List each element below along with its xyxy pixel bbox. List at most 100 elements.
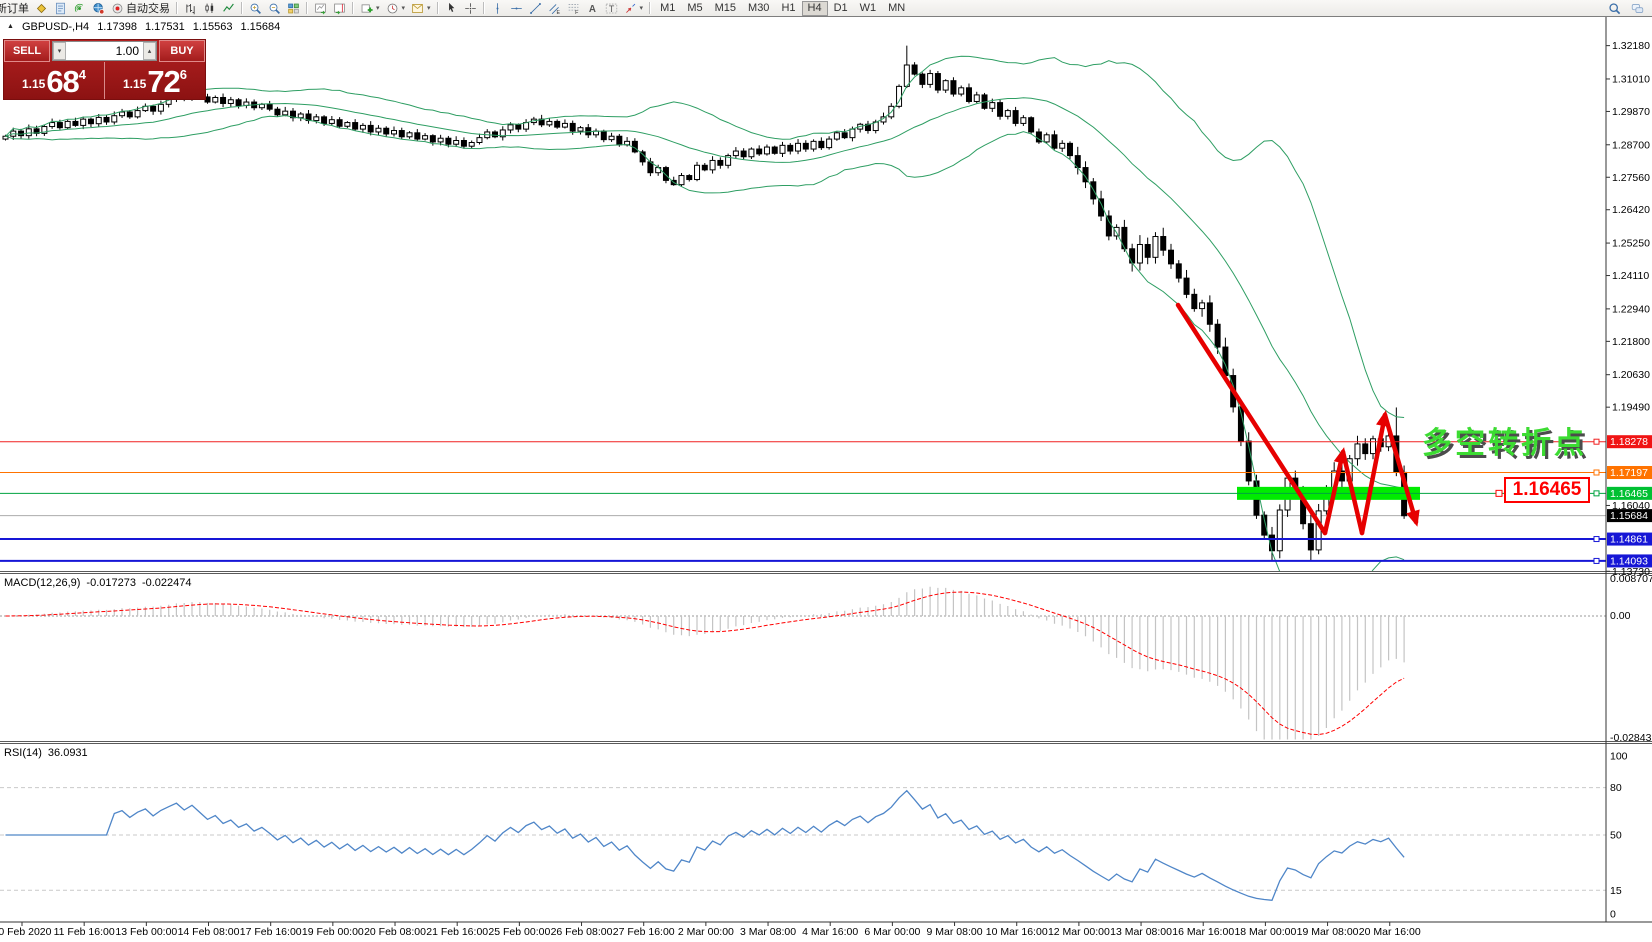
arrows-icon <box>625 3 635 13</box>
svg-text:-0.028436: -0.028436 <box>1610 732 1652 744</box>
panel-frames <box>0 17 1652 923</box>
forecast-zigzag-arrows[interactable] <box>1175 302 1420 536</box>
timeframe-d1-button[interactable]: D1 <box>833 1 848 14</box>
auto-scroll-icon[interactable] <box>311 0 330 16</box>
equidistant-channel-icon[interactable]: E <box>545 0 564 16</box>
volume-input[interactable]: 1.00 <box>115 44 139 58</box>
sell-button[interactable]: SELL <box>4 40 50 62</box>
add-indicator-button[interactable]: ▾ <box>357 0 383 16</box>
price-badge <box>1607 465 1652 479</box>
chat-icon[interactable] <box>1628 0 1647 16</box>
bollinger-upper-line <box>5 55 1405 418</box>
macd-panel <box>0 586 1606 740</box>
line-chart-icon[interactable] <box>219 0 238 16</box>
arrows-icon[interactable]: ▾ <box>621 0 647 16</box>
svg-text:100: 100 <box>1610 751 1628 763</box>
svg-text:2 Mar 00:00: 2 Mar 00:00 <box>678 926 734 938</box>
svg-text:16 Mar 16:00: 16 Mar 16:00 <box>1172 926 1234 938</box>
bar-chart-icon[interactable] <box>181 0 200 16</box>
zigzag-segment[interactable] <box>1382 412 1419 525</box>
auto-scroll-icon <box>315 3 326 14</box>
line-handle[interactable] <box>1593 469 1600 476</box>
collapse-triangle-icon[interactable]: ▲ <box>7 23 14 30</box>
svg-text:27 Feb 16:00: 27 Feb 16:00 <box>613 926 675 938</box>
timeframe-m1-button[interactable]: M1 <box>660 1 676 14</box>
timeframe-mn-button[interactable]: MN <box>888 1 906 14</box>
timeframe-h4-button[interactable]: H4 <box>801 0 828 16</box>
tile-windows-icon[interactable] <box>284 0 303 16</box>
line-handle[interactable] <box>1593 490 1600 497</box>
svg-text:13 Feb 00:00: 13 Feb 00:00 <box>115 926 177 938</box>
timeframe-m5-button[interactable]: M5 <box>687 1 703 14</box>
high-value: 1.17531 <box>144 21 185 33</box>
templates-button[interactable]: ▾ <box>408 0 434 16</box>
new-order-button[interactable]: 新订单 <box>0 0 32 16</box>
fibonacci-icon[interactable]: F <box>564 0 583 16</box>
price-callout-box[interactable]: 1.16465 <box>1504 477 1590 503</box>
svg-text:1.19490: 1.19490 <box>1612 402 1650 414</box>
zigzag-segment[interactable] <box>1175 302 1328 536</box>
volume-decrease-button[interactable]: ▾ <box>53 42 66 60</box>
bollinger-bands <box>5 55 1405 571</box>
line-handle[interactable] <box>1593 536 1600 543</box>
rsi-indicator-label: RSI(14) 36.0931 <box>4 747 88 759</box>
rsi-panel <box>0 787 1606 901</box>
toolbar-separator <box>649 2 652 14</box>
timeframe-h1-button[interactable]: H1 <box>781 1 796 14</box>
svg-text:1.26420: 1.26420 <box>1612 204 1650 216</box>
sell-price[interactable]: 1.15 68 4 <box>21 64 87 99</box>
timeframe-m30-button[interactable]: M30 <box>748 1 770 14</box>
main-toolbar: 新订单 自动交易 ▾ ▾ ▾ E F A T ▾ M1 M5 M15 M30 H1 H4 D1 W1 MN <box>0 0 1652 17</box>
timeframe-m15-button[interactable]: M15 <box>714 1 737 14</box>
buy-button[interactable]: BUY <box>159 40 205 62</box>
trendline-icon[interactable] <box>526 0 545 16</box>
svg-text:1.31010: 1.31010 <box>1612 73 1650 85</box>
svg-text:1.20630: 1.20630 <box>1612 369 1650 381</box>
svg-text:1.15684: 1.15684 <box>1610 510 1648 522</box>
volume-increase-button[interactable]: ▴ <box>143 42 156 60</box>
chart-shift-icon[interactable] <box>330 0 349 16</box>
svg-text:18 Mar 00:00: 18 Mar 00:00 <box>1234 926 1296 938</box>
horizontal-line-icon[interactable] <box>507 0 526 16</box>
autotrading-button[interactable]: 自动交易 <box>108 0 173 16</box>
bar-chart-icon <box>186 3 195 14</box>
text-icon[interactable]: A <box>583 0 602 16</box>
cursor-icon[interactable] <box>442 0 461 16</box>
bollinger-lower-line <box>5 114 1405 571</box>
crosshair-icon[interactable] <box>461 0 480 16</box>
equidistant-channel-icon: E <box>548 3 560 15</box>
chart-profile-icon[interactable] <box>32 0 51 16</box>
vertical-line-icon[interactable] <box>488 0 507 16</box>
price-badge <box>1607 532 1652 546</box>
zigzag-segment[interactable] <box>1359 412 1388 536</box>
line-handle[interactable] <box>1593 557 1600 564</box>
toolbar-right-group <box>1605 0 1647 16</box>
signals-icon <box>74 3 83 12</box>
svg-text:4 Mar 16:00: 4 Mar 16:00 <box>802 926 858 938</box>
autotrading-button-label: 自动交易 <box>126 3 170 15</box>
svg-text:17 Feb 16:00: 17 Feb 16:00 <box>240 926 302 938</box>
turning-point-annotation[interactable]: 多空转折点 <box>1422 427 1587 460</box>
search-icon[interactable] <box>1605 0 1624 16</box>
signals-icon[interactable] <box>70 0 89 16</box>
spinner-down-icon: ▾ <box>57 48 62 55</box>
zoom-out-icon <box>269 3 280 14</box>
macd-histogram <box>12 586 1405 740</box>
zigzag-segment[interactable] <box>1340 449 1365 536</box>
zigzag-segment[interactable] <box>1322 449 1346 536</box>
svg-text:1.16040: 1.16040 <box>1612 500 1650 512</box>
chat-icon <box>1631 3 1644 13</box>
open-value: 1.17398 <box>97 21 137 33</box>
timeframe-w1-button[interactable]: W1 <box>859 1 877 14</box>
svg-text:1.18278: 1.18278 <box>1610 436 1648 448</box>
market-icon[interactable] <box>89 0 108 16</box>
periods-button[interactable]: ▾ <box>383 0 409 16</box>
svg-text:0.008707: 0.008707 <box>1610 573 1652 585</box>
buy-price[interactable]: 1.15 72 6 <box>122 64 188 99</box>
text-label-icon[interactable]: T <box>602 0 621 16</box>
zoom-out-icon[interactable] <box>265 0 284 16</box>
candlestick-chart-icon[interactable] <box>200 0 219 16</box>
line-handle[interactable] <box>1593 438 1600 445</box>
zoom-in-icon[interactable] <box>246 0 265 16</box>
terminal-icon[interactable] <box>51 0 70 16</box>
